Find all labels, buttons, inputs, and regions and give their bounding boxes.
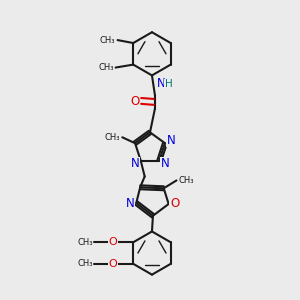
Text: H: H	[165, 79, 172, 89]
Text: N: N	[161, 157, 170, 170]
Text: CH₃: CH₃	[178, 176, 194, 185]
Text: O: O	[131, 95, 140, 108]
Text: N: N	[167, 134, 175, 147]
Text: N: N	[156, 77, 165, 90]
Text: CH₃: CH₃	[100, 36, 116, 45]
Text: N: N	[130, 157, 139, 170]
Text: O: O	[170, 197, 179, 211]
Text: N: N	[126, 196, 135, 209]
Text: O: O	[108, 237, 117, 247]
Text: CH₃: CH₃	[105, 133, 120, 142]
Text: O: O	[108, 259, 117, 269]
Text: CH₃: CH₃	[77, 238, 93, 247]
Text: CH₃: CH₃	[98, 63, 113, 72]
Text: CH₃: CH₃	[77, 260, 93, 268]
